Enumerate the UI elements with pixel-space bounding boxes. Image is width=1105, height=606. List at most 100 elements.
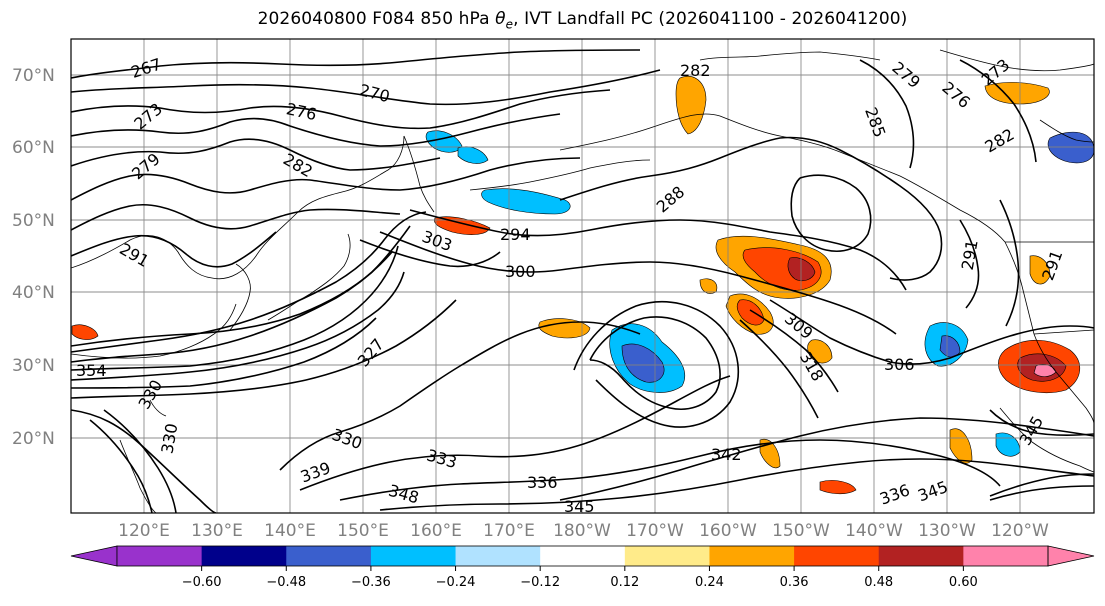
shade-patch-mex-positive xyxy=(949,428,973,464)
colorbar-segment xyxy=(370,546,457,566)
lon-label: 140°E xyxy=(264,521,316,541)
colorbar-segment xyxy=(201,546,287,566)
contour-348 xyxy=(71,299,457,399)
contour-300 xyxy=(379,231,897,335)
contour-354 xyxy=(71,409,217,513)
contour-label: 294 xyxy=(500,225,531,244)
coast-hudson xyxy=(1039,119,1094,143)
shade-patch-arctic-positive xyxy=(984,82,1050,105)
contour-339 xyxy=(71,271,405,381)
lon-label: 120°E xyxy=(118,521,170,541)
figure-title: 2026040800 F084 850 hPa θe, IVT Landfall… xyxy=(0,9,1105,31)
colorbar-ticks: −0.60 −0.48 −0.36 −0.24 −0.12 0.12 0.24 0.36 0.4… xyxy=(182,566,978,590)
lat-label: 70°N xyxy=(12,66,55,86)
map-frame xyxy=(70,38,1095,514)
contour-ne xyxy=(959,59,1037,163)
contour-273 xyxy=(71,89,611,130)
shade-patch-subtropic-core xyxy=(621,343,665,383)
colorbar-tick-label: −0.36 xyxy=(351,575,391,590)
contour-303 xyxy=(359,239,501,268)
shade-patch-bc-positive xyxy=(1029,255,1051,285)
lon-label: 180°W xyxy=(553,521,611,541)
lon-label: 170°E xyxy=(483,521,535,541)
coast-alaska xyxy=(559,113,1006,243)
colorbar-tick-label: −0.60 xyxy=(182,575,222,590)
coast-aleutians xyxy=(469,159,651,191)
colorbar-tick-label: 0.24 xyxy=(695,575,724,590)
contour-291 xyxy=(71,231,277,268)
colorbar-segment xyxy=(455,546,541,566)
lon-label: 170°W xyxy=(626,521,684,541)
colorbar-segment xyxy=(540,546,626,566)
contour-label: 345 xyxy=(564,497,595,516)
contour-nw xyxy=(859,59,915,169)
contour-327 xyxy=(71,211,427,353)
coast-philippines xyxy=(119,439,157,513)
lon-label: 130°E xyxy=(191,521,243,541)
colorbar-tick-label: 0.12 xyxy=(610,575,639,590)
lon-label: 150°W xyxy=(772,521,830,541)
pc-shading xyxy=(71,76,1094,495)
contour-sw2 xyxy=(103,409,177,513)
title-subscript: e xyxy=(505,17,514,32)
shade-patch-gulf-max xyxy=(787,257,816,282)
colorbar-tick-label: −0.48 xyxy=(266,575,306,590)
coast-mexico xyxy=(999,407,1094,473)
contour-276 xyxy=(71,113,561,147)
colorbar-tick-label: 0.60 xyxy=(949,575,978,590)
shade-patch-california-core xyxy=(939,335,961,358)
map-plot-area xyxy=(71,39,1094,513)
contour-east1 xyxy=(999,199,1020,327)
shade-patch-west-positive xyxy=(71,324,99,340)
colorbar-tick-label: −0.24 xyxy=(436,575,476,590)
contour-345 xyxy=(379,458,1094,511)
lon-label: 120°W xyxy=(991,521,1049,541)
contour-jet3 xyxy=(71,317,377,389)
border-mexico xyxy=(1033,329,1094,335)
lon-label: 130°W xyxy=(918,521,976,541)
longitude-labels: 120°E 130°E 140°E 150°E 160°E 170°E 180°… xyxy=(118,521,1049,541)
lat-label: 40°N xyxy=(12,283,55,303)
colorbar: −0.60 −0.48 −0.36 −0.24 −0.12 0.12 0.24 0.36 0.4… xyxy=(70,545,1095,590)
contour-label: 300 xyxy=(505,262,536,281)
lon-label: 160°W xyxy=(699,521,757,541)
title-prefix: 2026040800 F084 850 hPa xyxy=(257,9,496,29)
contour-east2 xyxy=(989,409,1094,437)
colorbar-segment xyxy=(794,546,880,566)
coast-japan xyxy=(267,233,351,321)
lat-label: 30°N xyxy=(12,356,55,376)
contour-336 xyxy=(339,439,1001,501)
contour-jet1 xyxy=(71,225,411,347)
contour-loop2 xyxy=(573,300,740,428)
contour-342 xyxy=(559,417,1094,501)
contour-loop1 xyxy=(589,316,721,410)
shade-patch-oyashio-positive xyxy=(434,216,491,235)
shade-patch-south-pos xyxy=(759,438,781,469)
lat-label: 60°N xyxy=(12,138,55,158)
colorbar-segments xyxy=(117,546,1049,566)
colorbar-segment xyxy=(624,546,710,566)
shade-patch-central-core xyxy=(736,299,765,326)
lat-label: 50°N xyxy=(12,211,55,231)
contour-309 xyxy=(749,309,839,393)
contour-jet2 xyxy=(71,245,399,371)
shade-patch-alaska-positive xyxy=(675,76,707,135)
contour-east3 xyxy=(989,485,1094,501)
lat-label: 20°N xyxy=(12,429,55,449)
shade-patch-aleutian-negative xyxy=(481,188,571,215)
contour-label: 342 xyxy=(711,445,742,464)
coast-na-west xyxy=(1004,241,1094,425)
colorbar-segment xyxy=(286,546,372,566)
contour-291b xyxy=(959,219,980,309)
graticule xyxy=(71,39,1094,513)
colorbar-segment xyxy=(878,546,964,566)
colorbar-under-triangle xyxy=(70,545,118,567)
colorbar-tick-label: 0.36 xyxy=(780,575,809,590)
coast-arctic xyxy=(699,51,881,61)
title-theta-symbol: θ xyxy=(495,9,506,29)
contour-333 xyxy=(299,375,731,491)
colorbar-segment xyxy=(117,546,203,566)
colorbar-over-triangle xyxy=(1047,545,1095,567)
shade-patch-tropic-positive xyxy=(819,480,857,495)
